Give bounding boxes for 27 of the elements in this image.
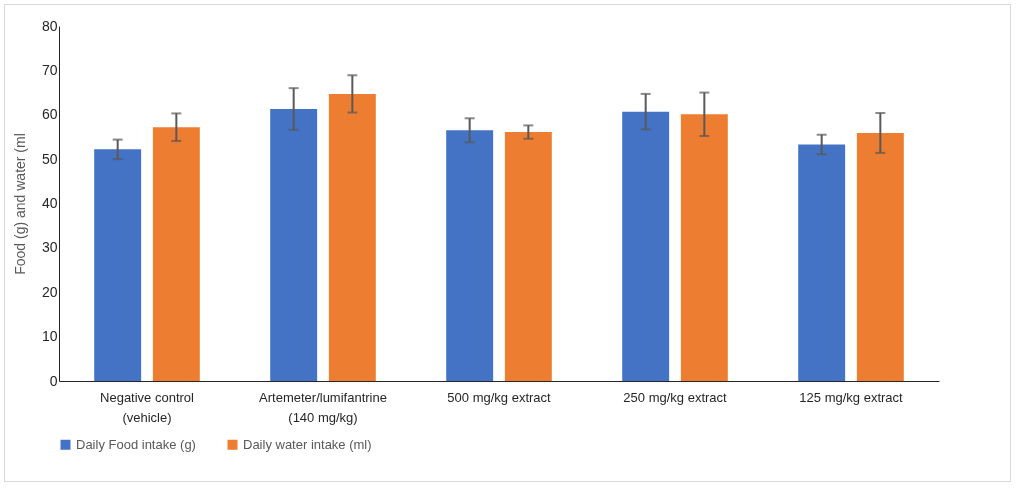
y-tick-label: 80 (41, 17, 58, 34)
bar (680, 114, 728, 381)
y-tick-label: 40 (41, 195, 58, 211)
y-tick-label: 20 (41, 283, 58, 300)
bar (622, 111, 670, 381)
bar (798, 144, 846, 381)
y-axis-title: Food (g) and water (ml (11, 133, 28, 275)
x-tick-label: Artemeter/lumifantrine (140 mg/kg) (259, 389, 387, 425)
y-tick-label: 30 (41, 239, 58, 256)
legend-label: Daily water intake (ml) (243, 436, 372, 452)
bar (446, 130, 494, 381)
x-tick-label: 500 mg/kg extract (447, 389, 552, 405)
bar (270, 108, 318, 381)
bar (328, 93, 376, 381)
y-tick-label: 70 (41, 61, 58, 78)
y-tick-label: 50 (41, 150, 58, 167)
x-tick-label: Negative control (vehicle) (100, 389, 195, 425)
bar (152, 127, 200, 381)
bar (856, 132, 904, 381)
legend-label: Daily Food intake (g) (76, 436, 196, 452)
y-tick-label: 0 (49, 372, 58, 389)
x-tick-label: 250 mg/kg extract (623, 389, 728, 405)
bar (504, 132, 552, 381)
y-tick-label: 60 (41, 106, 58, 123)
y-tick-label: 10 (41, 328, 58, 345)
bar (94, 149, 142, 381)
x-tick-label: 125 mg/kg extract (799, 389, 904, 405)
